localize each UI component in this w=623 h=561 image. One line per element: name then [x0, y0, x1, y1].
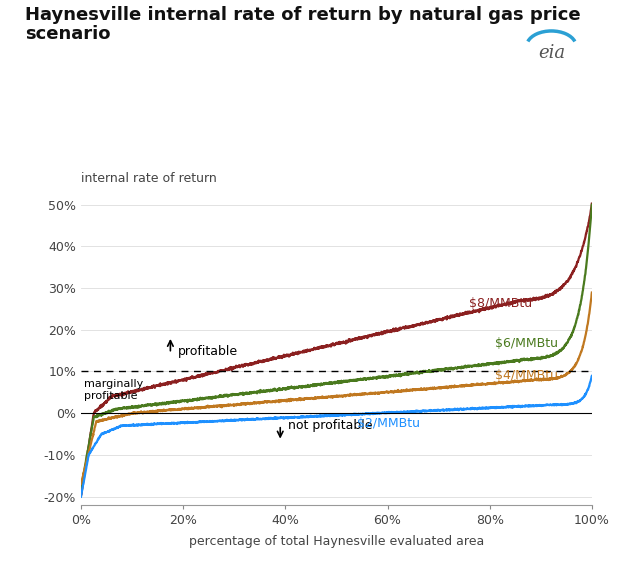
Text: Haynesville internal rate of return by natural gas price: Haynesville internal rate of return by n… — [25, 6, 581, 24]
Text: eia: eia — [538, 44, 565, 62]
Text: internal rate of return: internal rate of return — [81, 172, 217, 185]
Text: $4/MMBtu: $4/MMBtu — [495, 369, 558, 382]
Text: profitable: profitable — [178, 345, 238, 358]
Text: $2/MMBtu: $2/MMBtu — [357, 416, 420, 430]
Text: not profitable: not profitable — [288, 419, 373, 432]
Text: marginally
profitable: marginally profitable — [83, 379, 143, 401]
X-axis label: percentage of total Haynesville evaluated area: percentage of total Haynesville evaluate… — [189, 535, 484, 548]
Text: scenario: scenario — [25, 25, 110, 43]
Text: $6/MMBtu: $6/MMBtu — [495, 337, 558, 350]
Text: $8/MMBtu: $8/MMBtu — [469, 297, 533, 310]
